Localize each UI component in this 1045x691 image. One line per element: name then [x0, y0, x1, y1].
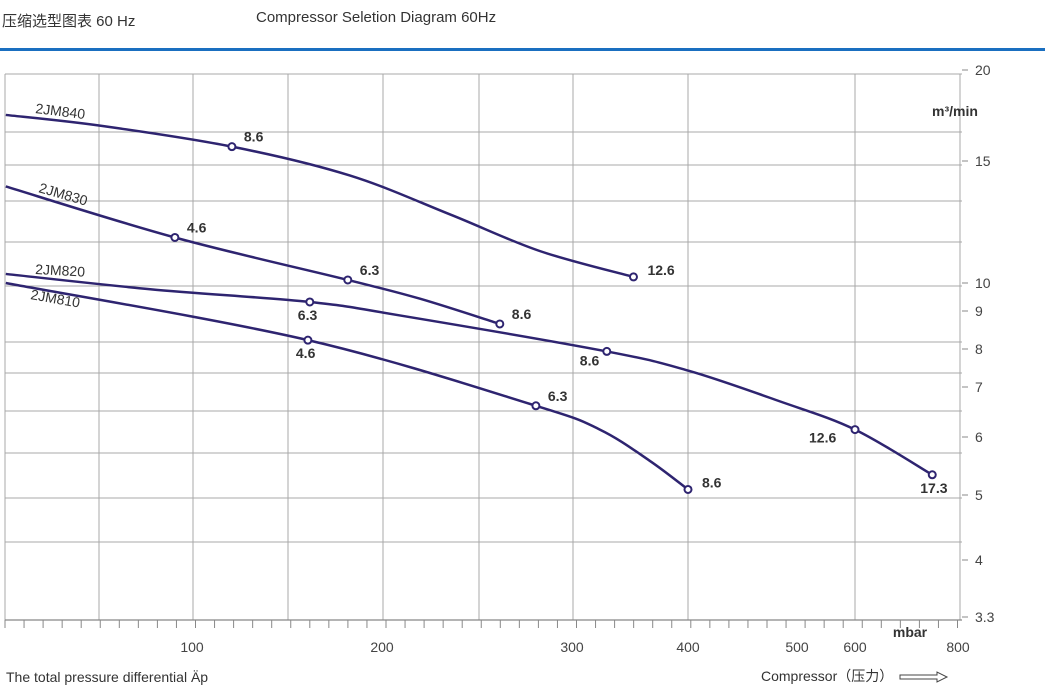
- series-name-label: 2JM820: [35, 261, 86, 280]
- arrow-right-icon: [899, 671, 949, 683]
- data-point: [927, 470, 937, 480]
- data-label: 8.6: [702, 474, 722, 490]
- data-label: 4.6: [296, 345, 316, 361]
- data-point: [305, 297, 315, 307]
- data-point: [628, 272, 638, 282]
- data-label: 4.6: [187, 219, 207, 235]
- data-point: [227, 142, 237, 152]
- data-label: 8.6: [580, 352, 600, 368]
- data-label: 17.3: [920, 480, 947, 496]
- series-line-2jm830: [5, 185, 501, 326]
- data-point: [495, 319, 505, 329]
- y-tick-label: 7: [975, 379, 983, 395]
- y-unit-label: m³/min: [932, 103, 978, 119]
- data-label: 6.3: [360, 262, 380, 278]
- y-tick-label: 10: [975, 275, 991, 291]
- header-divider: [0, 48, 1045, 51]
- data-label: 8.6: [512, 306, 532, 322]
- series-line-2jm840: [5, 113, 634, 279]
- series-line-2jm820: [5, 272, 933, 476]
- x-tick-label: 800: [946, 639, 970, 655]
- data-label: 12.6: [809, 430, 836, 446]
- series-name-label: 2JM810: [29, 286, 81, 310]
- y-tick-label: 3.3: [975, 609, 995, 625]
- data-point: [343, 275, 353, 285]
- chart-title: Compressor Seletion Diagram 60Hz: [256, 9, 497, 26]
- data-label: 8.6: [244, 129, 264, 145]
- data-label: 6.3: [298, 307, 318, 323]
- y-tick-label: 5: [975, 487, 983, 503]
- title-chinese: 压缩选型图表 60 Hz: [2, 13, 136, 30]
- data-point: [683, 484, 693, 494]
- y-tick-label: 4: [975, 552, 983, 568]
- data-point: [602, 346, 612, 356]
- x-tick-label: 400: [676, 639, 700, 655]
- compressor-label: Compressor（压力）: [761, 668, 894, 684]
- x-tick-label: 600: [843, 639, 867, 655]
- series-line-2jm810: [5, 281, 689, 491]
- data-label: 6.3: [548, 388, 568, 404]
- data-point: [170, 232, 180, 242]
- y-tick-label: 6: [975, 429, 983, 445]
- x-tick-label: 300: [560, 639, 584, 655]
- compressor-direction-label: Compressor（压力）: [761, 666, 949, 686]
- data-point: [850, 425, 860, 435]
- y-tick-label: 9: [975, 303, 983, 319]
- x-unit-label: mbar: [893, 624, 928, 640]
- x-tick-label: 500: [785, 639, 809, 655]
- y-tick-label: 8: [975, 341, 983, 357]
- data-point: [531, 401, 541, 411]
- data-label: 12.6: [647, 262, 674, 278]
- x-tick-label: 200: [370, 639, 394, 655]
- series-name-label: 2JM840: [35, 100, 87, 122]
- data-point: [303, 335, 313, 345]
- x-axis-title: The total pressure differential Äp: [6, 669, 209, 685]
- y-tick-label: 20: [975, 62, 991, 78]
- x-tick-label: 100: [180, 639, 204, 655]
- y-tick-label: 15: [975, 153, 991, 169]
